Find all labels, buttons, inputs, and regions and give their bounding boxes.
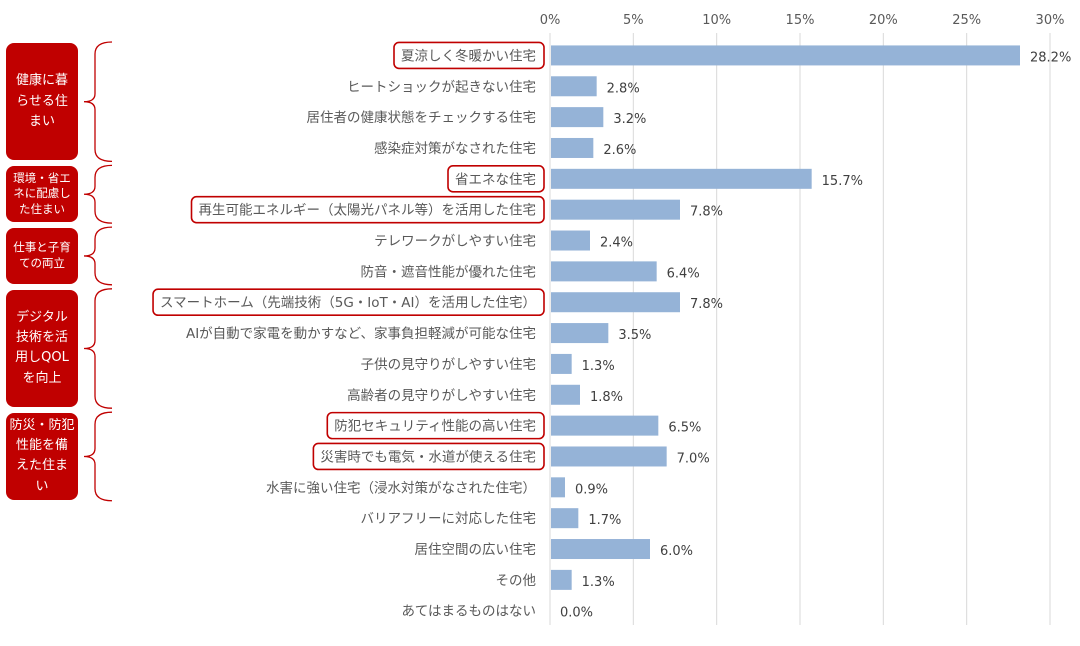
- bar: [551, 384, 580, 405]
- x-tick-label: 30%: [1036, 13, 1065, 28]
- data-label: 1.3%: [582, 359, 615, 374]
- x-tick-label: 10%: [702, 13, 731, 28]
- bar: [551, 446, 667, 467]
- data-label: 0.9%: [575, 482, 608, 497]
- data-label: 2.4%: [600, 236, 633, 251]
- data-label: 6.0%: [660, 544, 693, 559]
- category-label: 省エネな住宅: [455, 172, 536, 188]
- bar: [551, 508, 579, 529]
- group-bracket: [83, 164, 113, 224]
- category-label: 水害に強い住宅（浸水対策がなされた住宅）: [266, 479, 536, 496]
- highlight-frame: [190, 195, 545, 224]
- data-label: 15.7%: [822, 174, 863, 189]
- data-label: 7.8%: [690, 205, 723, 220]
- group-bracket: [83, 288, 113, 409]
- highlight-frame: [312, 442, 545, 471]
- bar: [551, 292, 680, 313]
- bar: [551, 415, 659, 436]
- highlight-frame: [326, 411, 545, 440]
- category-label: 子供の見守りがしやすい住宅: [361, 357, 536, 373]
- x-tick-label: 0%: [540, 13, 561, 28]
- highlight-frame: [447, 165, 545, 193]
- category-label: 防音・遮音性能が優れた住宅: [361, 263, 537, 280]
- data-label: 6.5%: [668, 421, 701, 436]
- data-label: 0.0%: [560, 606, 593, 621]
- bar: [551, 477, 565, 498]
- category-label: 夏涼しく冬暖かい住宅: [401, 48, 536, 64]
- category-label: 感染症対策がなされた住宅: [374, 140, 536, 157]
- category-label: テレワークがしやすい住宅: [374, 234, 536, 250]
- data-label: 7.0%: [677, 451, 710, 466]
- x-tick-label: 20%: [869, 13, 898, 28]
- data-label: 1.8%: [590, 390, 623, 405]
- bar: [551, 569, 572, 590]
- category-label: 居住者の健康状態をチェックする住宅: [307, 109, 537, 126]
- bar: [551, 353, 572, 374]
- bar: [551, 107, 604, 128]
- x-tick-label: 5%: [623, 13, 644, 28]
- bar: [551, 168, 812, 189]
- data-label: 2.8%: [607, 81, 640, 96]
- group-bracket: [83, 411, 113, 502]
- category-label: 再生可能エネルギー（太陽光パネル等）を活用した住宅: [199, 202, 537, 219]
- bar: [551, 45, 1020, 66]
- data-label: 1.3%: [582, 575, 615, 590]
- data-label: 28.2%: [1030, 50, 1071, 65]
- highlight-frame: [152, 288, 545, 317]
- bar: [551, 199, 680, 220]
- highlight-frame: [393, 41, 545, 70]
- data-label: 1.7%: [588, 513, 621, 528]
- data-label: 6.4%: [667, 266, 700, 281]
- bar: [551, 137, 594, 158]
- data-label: 3.2%: [613, 112, 646, 127]
- category-label: バリアフリーに対応した住宅: [361, 511, 537, 527]
- group-label-box: 環境・省エ ネに配慮し た住まい: [6, 166, 78, 223]
- category-label: スマートホーム（先端技術（5G・IoT・AI）を活用した住宅）: [160, 295, 536, 311]
- bar: [551, 323, 609, 344]
- group-bracket: [83, 226, 113, 286]
- category-label: 防犯セキュリティ性能の高い住宅: [334, 418, 536, 435]
- data-label: 7.8%: [690, 297, 723, 312]
- data-label: 2.6%: [603, 143, 636, 158]
- category-label: AIが自動で家電を動かすなど、家事負担軽減が可能な住宅: [186, 325, 536, 342]
- data-label: 3.5%: [618, 328, 651, 343]
- bar: [551, 230, 590, 251]
- category-label: 高齢者の見守りがしやすい住宅: [347, 387, 536, 404]
- bar: [551, 261, 657, 282]
- group-label-box: 健康に暮 らせる住 まい: [6, 43, 78, 161]
- group-label-box: 防災・防犯 性能を備 えた住ま い: [6, 413, 78, 500]
- group-label-box: 仕事と子育 ての両立: [6, 228, 78, 284]
- group-bracket: [83, 41, 113, 163]
- group-label-box: デジタル 技術を活 用しQOL を向上: [6, 289, 78, 408]
- x-tick-label: 15%: [786, 13, 815, 28]
- category-label: 居住空間の広い住宅: [415, 542, 537, 558]
- bar: [551, 76, 597, 97]
- x-tick-label: 25%: [952, 13, 981, 28]
- category-label: その他: [496, 573, 537, 589]
- bar: [551, 539, 650, 560]
- category-label: ヒートショックが起きない住宅: [347, 79, 536, 95]
- category-label: あてはまるものはない: [402, 604, 536, 620]
- category-label: 災害時でも電気・水道が使える住宅: [320, 448, 536, 465]
